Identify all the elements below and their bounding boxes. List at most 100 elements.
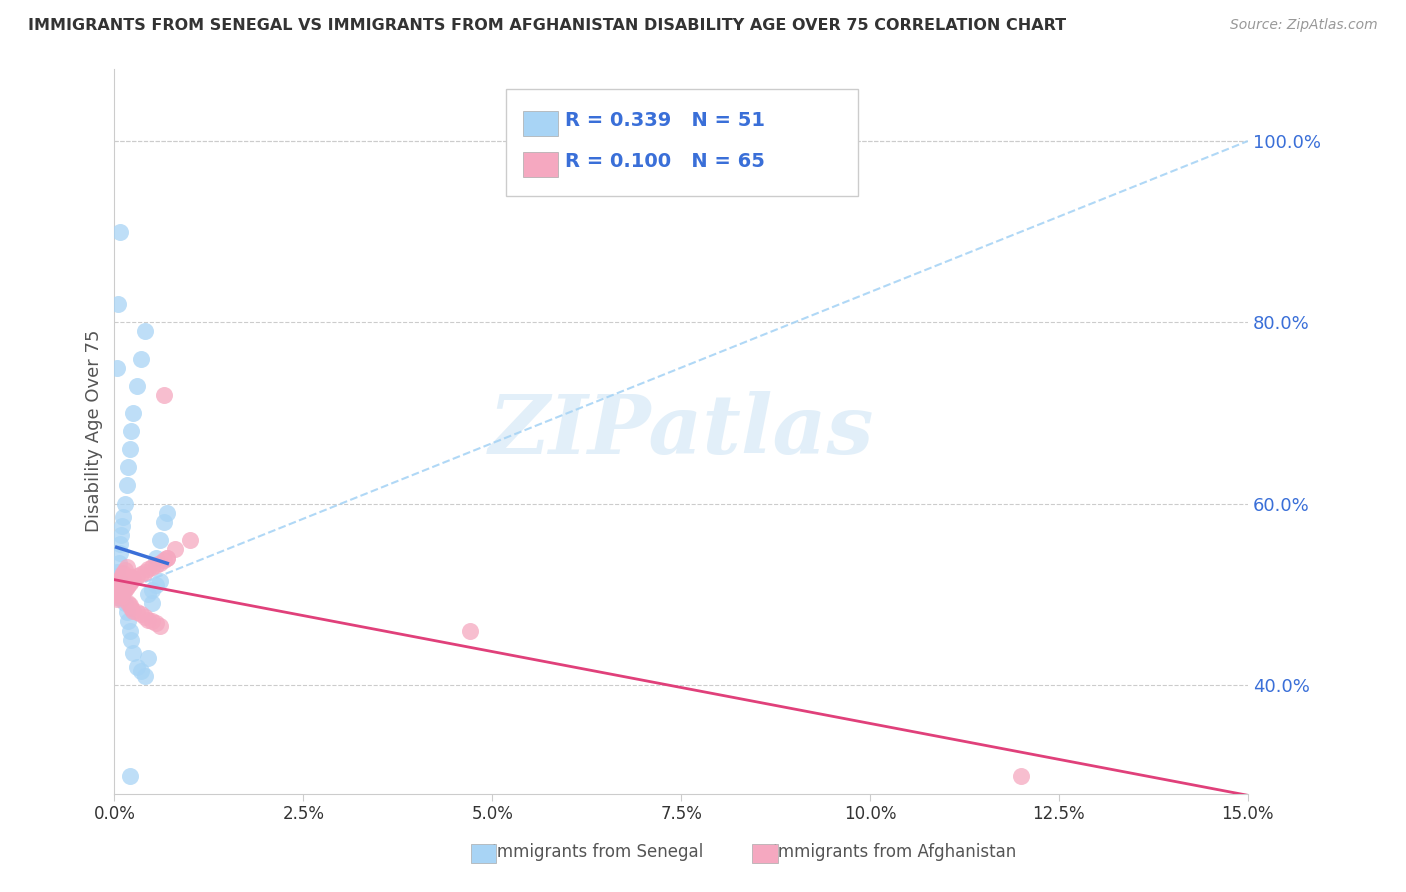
Point: [134, 610, 156, 624]
Point: [152, 553, 174, 567]
Point: [108, 546, 131, 560]
Point: [110, 587, 132, 601]
Point: [111, 589, 134, 603]
Text: R = 0.100   N = 65: R = 0.100 N = 65: [565, 152, 765, 170]
Point: [112, 585, 135, 599]
Point: [141, 560, 163, 574]
Point: [115, 560, 138, 574]
Point: [145, 616, 167, 631]
Point: [138, 613, 160, 627]
Point: [114, 582, 136, 597]
Point: [1010, 768, 1032, 782]
Point: [122, 603, 145, 617]
Point: [110, 581, 132, 595]
Point: [111, 579, 134, 593]
Text: ZIPatlas: ZIPatlas: [488, 391, 875, 471]
Point: [108, 584, 131, 599]
Point: [149, 619, 172, 633]
Point: [125, 569, 148, 583]
Point: [138, 650, 160, 665]
Point: [114, 497, 136, 511]
Point: [141, 615, 163, 629]
Point: [107, 582, 129, 597]
Point: [138, 562, 160, 576]
Point: [149, 556, 172, 570]
Point: [118, 598, 141, 612]
Point: [152, 515, 174, 529]
Text: Immigrants from Afghanistan: Immigrants from Afghanistan: [773, 843, 1017, 861]
Point: [120, 424, 142, 438]
Point: [110, 582, 132, 597]
Point: [107, 584, 129, 599]
Point: [108, 556, 131, 570]
Point: [105, 578, 128, 592]
Point: [107, 582, 129, 597]
Point: [111, 589, 134, 603]
Point: [108, 579, 131, 593]
Point: [105, 587, 128, 601]
Point: [108, 575, 131, 590]
Point: [149, 574, 172, 588]
Point: [156, 551, 179, 566]
Point: [105, 360, 128, 375]
Point: [114, 575, 136, 590]
Point: [115, 580, 138, 594]
Point: [117, 572, 139, 586]
Point: [458, 624, 481, 638]
Point: [129, 665, 152, 679]
Point: [107, 569, 129, 583]
Y-axis label: Disability Age Over 75: Disability Age Over 75: [86, 330, 103, 533]
Point: [107, 574, 129, 588]
Point: [149, 533, 172, 547]
Point: [122, 646, 145, 660]
Point: [105, 565, 128, 579]
Point: [138, 587, 160, 601]
Point: [108, 225, 131, 239]
Point: [141, 582, 163, 597]
Point: [117, 596, 139, 610]
Point: [107, 582, 129, 596]
Text: Source: ZipAtlas.com: Source: ZipAtlas.com: [1230, 18, 1378, 32]
Point: [117, 615, 139, 629]
Point: [118, 570, 141, 584]
Point: [122, 571, 145, 585]
Point: [115, 606, 138, 620]
Text: R = 0.339   N = 51: R = 0.339 N = 51: [565, 111, 765, 129]
Point: [118, 442, 141, 457]
Point: [111, 841, 134, 855]
Point: [105, 580, 128, 594]
Point: [125, 378, 148, 392]
Point: [134, 565, 156, 579]
Point: [108, 578, 131, 592]
Point: [152, 388, 174, 402]
Point: [125, 660, 148, 674]
Point: [120, 600, 142, 615]
Point: [129, 351, 152, 366]
Point: [110, 587, 132, 601]
Point: [125, 606, 148, 620]
Point: [134, 669, 156, 683]
Point: [145, 551, 167, 566]
Point: [120, 632, 142, 647]
Point: [110, 571, 132, 585]
Point: [112, 566, 135, 580]
Point: [156, 506, 179, 520]
Point: [107, 588, 129, 602]
Point: [117, 578, 139, 592]
Point: [107, 590, 129, 604]
Text: IMMIGRANTS FROM SENEGAL VS IMMIGRANTS FROM AFGHANISTAN DISABILITY AGE OVER 75 CO: IMMIGRANTS FROM SENEGAL VS IMMIGRANTS FR…: [28, 18, 1066, 33]
Point: [118, 576, 141, 591]
Point: [110, 528, 132, 542]
Point: [108, 576, 131, 591]
Point: [107, 580, 129, 594]
Point: [117, 460, 139, 475]
Point: [110, 591, 132, 606]
Point: [107, 297, 129, 311]
Point: [114, 596, 136, 610]
Point: [118, 624, 141, 638]
Point: [141, 596, 163, 610]
Text: Immigrants from Senegal: Immigrants from Senegal: [492, 843, 703, 861]
Point: [112, 585, 135, 599]
Point: [107, 584, 129, 599]
Point: [129, 607, 152, 622]
